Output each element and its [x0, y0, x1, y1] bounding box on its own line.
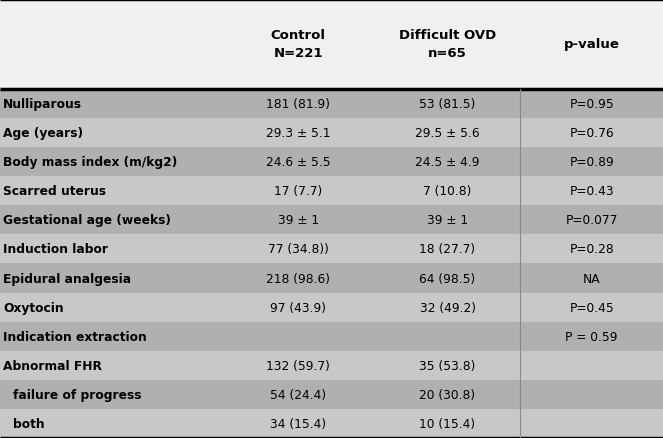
Text: 10 (15.4): 10 (15.4): [420, 417, 475, 430]
Text: P=0.077: P=0.077: [566, 214, 618, 227]
Text: Induction labor: Induction labor: [3, 243, 108, 256]
Text: Body mass index (m/kg2): Body mass index (m/kg2): [3, 156, 178, 169]
Text: both: both: [13, 417, 45, 430]
Bar: [0, 264, 663, 293]
Text: P=0.43: P=0.43: [570, 185, 614, 198]
Text: 7 (10.8): 7 (10.8): [424, 185, 471, 198]
Text: P = 0.59: P = 0.59: [566, 330, 618, 343]
Text: 24.5 ± 4.9: 24.5 ± 4.9: [415, 156, 480, 169]
Text: Nulliparous: Nulliparous: [3, 98, 82, 111]
Bar: [0, 177, 663, 206]
Bar: [0, 293, 663, 322]
Text: 29.5 ± 5.6: 29.5 ± 5.6: [415, 127, 480, 140]
Text: 17 (7.7): 17 (7.7): [274, 185, 322, 198]
Text: p-value: p-value: [564, 39, 620, 51]
Text: 64 (98.5): 64 (98.5): [420, 272, 475, 285]
Bar: [0, 235, 663, 264]
Text: P=0.95: P=0.95: [570, 98, 614, 111]
Text: NA: NA: [583, 272, 601, 285]
Text: 53 (81.5): 53 (81.5): [419, 98, 476, 111]
Text: Epidural analgesia: Epidural analgesia: [3, 272, 131, 285]
Text: 29.3 ± 5.1: 29.3 ± 5.1: [266, 127, 331, 140]
Text: Difficult OVD
n=65: Difficult OVD n=65: [399, 29, 496, 60]
Bar: [0, 351, 663, 380]
Bar: [0, 322, 663, 351]
Text: 34 (15.4): 34 (15.4): [271, 417, 326, 430]
Bar: [0, 206, 663, 235]
Text: P=0.45: P=0.45: [570, 301, 614, 314]
Text: Indication extraction: Indication extraction: [3, 330, 147, 343]
Text: 35 (53.8): 35 (53.8): [419, 359, 476, 372]
Text: Abnormal FHR: Abnormal FHR: [3, 359, 102, 372]
Text: 77 (34.8)): 77 (34.8)): [268, 243, 329, 256]
Text: Scarred uterus: Scarred uterus: [3, 185, 106, 198]
Bar: [0, 380, 663, 409]
Text: Age (years): Age (years): [3, 127, 84, 140]
Text: failure of progress: failure of progress: [13, 388, 142, 401]
Text: 132 (59.7): 132 (59.7): [267, 359, 330, 372]
Text: Control
N=221: Control N=221: [271, 29, 326, 60]
Bar: [0, 0, 663, 90]
Text: 20 (30.8): 20 (30.8): [420, 388, 475, 401]
Bar: [0, 90, 663, 119]
Text: 39 ± 1: 39 ± 1: [427, 214, 468, 227]
Text: 39 ± 1: 39 ± 1: [278, 214, 319, 227]
Text: 54 (24.4): 54 (24.4): [271, 388, 326, 401]
Bar: [0, 409, 663, 438]
Text: 97 (43.9): 97 (43.9): [271, 301, 326, 314]
Text: P=0.89: P=0.89: [570, 156, 614, 169]
Text: 18 (27.7): 18 (27.7): [420, 243, 475, 256]
Bar: [0, 148, 663, 177]
Bar: [0, 119, 663, 148]
Text: P=0.28: P=0.28: [570, 243, 614, 256]
Text: 24.6 ± 5.5: 24.6 ± 5.5: [266, 156, 331, 169]
Text: 181 (81.9): 181 (81.9): [267, 98, 330, 111]
Text: Oxytocin: Oxytocin: [3, 301, 64, 314]
Text: 32 (49.2): 32 (49.2): [420, 301, 475, 314]
Text: 218 (98.6): 218 (98.6): [267, 272, 330, 285]
Text: Gestational age (weeks): Gestational age (weeks): [3, 214, 171, 227]
Text: P=0.76: P=0.76: [570, 127, 614, 140]
